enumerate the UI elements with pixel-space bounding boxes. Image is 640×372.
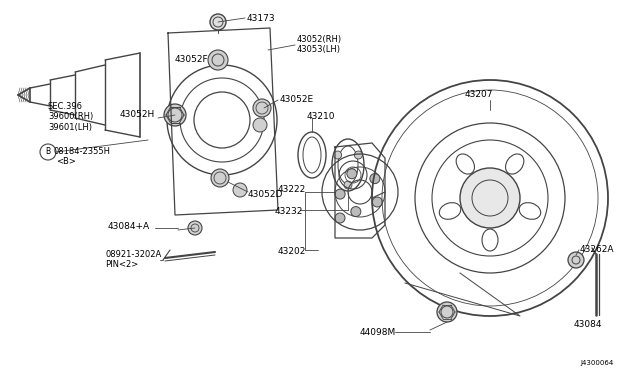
Text: 43207: 43207 (465, 90, 493, 99)
Circle shape (335, 189, 345, 199)
Circle shape (344, 181, 352, 189)
Circle shape (253, 99, 271, 117)
Text: 43222: 43222 (278, 185, 307, 194)
Text: SEC.396
39600(RH)
39601(LH): SEC.396 39600(RH) 39601(LH) (48, 102, 93, 132)
Circle shape (188, 221, 202, 235)
Text: 43210: 43210 (307, 112, 335, 121)
Text: 44098M: 44098M (360, 328, 396, 337)
Text: 43202: 43202 (278, 247, 307, 256)
Circle shape (351, 206, 361, 217)
Circle shape (568, 252, 584, 268)
Circle shape (233, 183, 247, 197)
Circle shape (335, 213, 345, 223)
Text: <B>: <B> (56, 157, 76, 166)
Text: 43052F: 43052F (175, 55, 209, 64)
Circle shape (333, 151, 342, 159)
Circle shape (211, 169, 229, 187)
Text: 43084+A: 43084+A (108, 222, 150, 231)
Text: 43052D: 43052D (248, 190, 284, 199)
Circle shape (370, 174, 380, 184)
Text: 43173: 43173 (247, 14, 276, 23)
Circle shape (355, 151, 362, 159)
Circle shape (372, 197, 382, 207)
Text: J4300064: J4300064 (580, 360, 613, 366)
Text: 43262A: 43262A (580, 245, 614, 254)
Circle shape (210, 14, 226, 30)
Circle shape (164, 104, 186, 126)
Circle shape (347, 169, 357, 179)
Text: 08921-3202A
PIN<2>: 08921-3202A PIN<2> (105, 250, 161, 269)
Text: 43052E: 43052E (280, 95, 314, 104)
Text: B: B (45, 148, 51, 157)
Text: 43232: 43232 (275, 207, 303, 216)
Text: 43084: 43084 (574, 320, 602, 329)
Circle shape (437, 302, 457, 322)
Text: 08184-2355H: 08184-2355H (54, 147, 111, 156)
Text: 43052H: 43052H (120, 110, 156, 119)
Circle shape (253, 118, 267, 132)
Text: 43052(RH)
43053(LH): 43052(RH) 43053(LH) (297, 35, 342, 54)
Circle shape (208, 50, 228, 70)
Circle shape (460, 168, 520, 228)
